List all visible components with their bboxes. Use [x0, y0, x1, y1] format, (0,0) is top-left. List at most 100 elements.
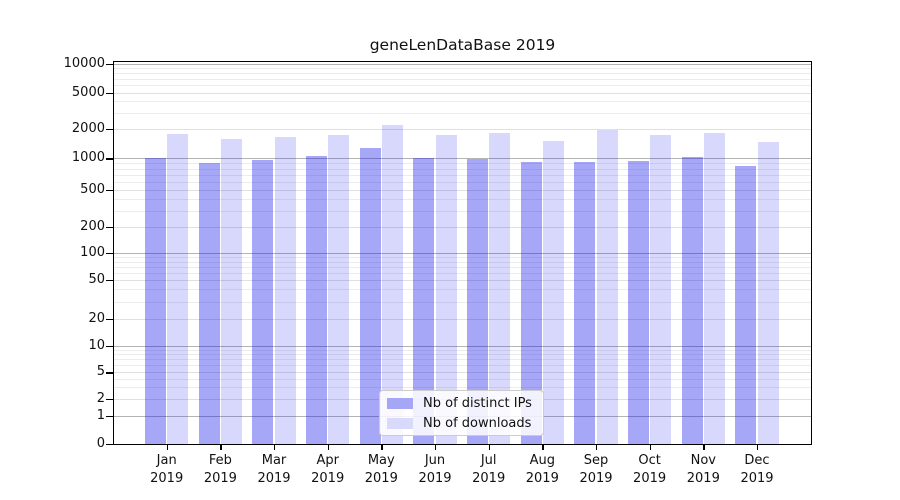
gridline-y-5	[113, 372, 811, 374]
gridline-minor-y-700	[113, 174, 811, 176]
x-tick-label-feb: Feb 2019	[190, 452, 250, 487]
gridline-minor-y-6	[113, 365, 811, 367]
bar-downloads-feb	[220, 138, 243, 444]
bar-downloads-sep	[596, 130, 618, 444]
spine-left	[112, 61, 114, 446]
bar-distinct-ips-nov	[681, 157, 703, 444]
legend-label-distinct-ips: Nb of distinct IPs	[423, 395, 532, 411]
x-tick-label-line: Sep	[583, 453, 609, 468]
legend-swatch-downloads	[387, 417, 413, 429]
bar-downloads-may	[381, 124, 404, 444]
gridline-minor-y-7000	[113, 78, 811, 80]
x-tick-label-may: May 2019	[351, 452, 411, 487]
bar-downloads-dec	[757, 141, 779, 444]
bar-downloads-apr	[328, 135, 350, 444]
bar-distinct-ips-dec	[735, 166, 757, 444]
bar-distinct-ips-may	[359, 147, 381, 444]
x-tick-label-line: Mar	[261, 453, 287, 468]
y-tick-100	[106, 252, 113, 255]
y-tick-2	[106, 399, 113, 401]
y-tick-5000	[106, 92, 113, 94]
x-tick-label-jul: Jul 2019	[459, 452, 519, 487]
x-tick-label-line: Jun	[424, 453, 446, 468]
x-tick-label-line: 2019	[364, 470, 398, 486]
gridline-minor-y-4	[113, 378, 811, 380]
y-tick-20	[106, 318, 113, 320]
x-tick-label-nov: Nov 2019	[673, 452, 733, 487]
y-tick-1000	[106, 158, 113, 160]
y-tick-10	[106, 345, 113, 348]
y-tick-50	[106, 280, 113, 282]
x-tick-feb	[220, 445, 222, 451]
y-tick-1	[106, 415, 113, 417]
x-tick-label-jan: Jan 2019	[137, 452, 197, 487]
x-tick-sep	[596, 445, 598, 451]
gridline-minor-y-7	[113, 359, 811, 361]
spine-top	[112, 61, 813, 63]
x-tick-label-sep: Sep 2019	[566, 452, 626, 487]
x-tick-jan	[166, 445, 169, 451]
gridline-minor-y-900	[113, 163, 811, 165]
gridline-major-y-100	[113, 252, 811, 254]
y-tick-200	[106, 226, 113, 229]
x-tick-label-line: 2019	[579, 470, 613, 486]
bar-distinct-ips-apr	[305, 156, 328, 444]
y-tick-10000	[106, 64, 113, 66]
x-tick-jul	[488, 445, 491, 451]
bar-downloads-aug	[542, 141, 565, 444]
gridline-major-y-1000	[113, 158, 811, 160]
bar-downloads-mar	[274, 136, 296, 444]
x-tick-label-line: May	[367, 453, 395, 468]
gridline-y-50	[113, 280, 811, 281]
bar-distinct-ips-sep	[574, 161, 596, 444]
x-tick-oct	[649, 445, 651, 451]
x-tick-label-line: Apr	[316, 453, 339, 468]
y-tick-label-10000: 10000	[63, 56, 105, 71]
gridline-minor-y-8000	[113, 73, 811, 75]
y-tick-2000	[106, 128, 113, 130]
bar-downloads-jan	[167, 134, 189, 444]
x-tick-label-line: Jul	[480, 453, 497, 468]
x-tick-may	[381, 445, 383, 451]
y-tick-label-50: 50	[88, 272, 105, 287]
bar-downloads-oct	[650, 134, 672, 444]
gridline-y-200	[113, 226, 811, 228]
gridline-y-2000	[113, 128, 811, 130]
y-tick-label-1: 1	[96, 407, 105, 423]
gridline-minor-y-6000	[113, 85, 811, 86]
gridline-minor-y-40	[113, 289, 811, 291]
x-tick-label-line: 2019	[525, 470, 559, 486]
gridline-y-5000	[113, 92, 811, 94]
x-tick-label-line: Oct	[638, 453, 661, 468]
gridline-major-y-10000	[113, 64, 811, 65]
gridline-minor-y-80	[113, 261, 811, 263]
gridline-minor-y-9	[113, 349, 811, 351]
gridline-minor-y-4000	[113, 101, 811, 103]
spine-bottom	[112, 443, 813, 446]
x-tick-label-line: 2019	[150, 470, 184, 486]
x-tick-label-line: Nov	[690, 453, 716, 468]
gridline-minor-y-9000	[113, 68, 811, 70]
x-tick-label-line: Jan	[156, 453, 177, 468]
x-tick-label-line: Feb	[208, 453, 232, 468]
x-tick-aug	[542, 445, 544, 451]
y-tick-label-20: 20	[88, 310, 105, 326]
y-tick-label-10: 10	[88, 337, 105, 353]
x-tick-label-aug: Aug 2019	[512, 452, 572, 487]
bar-distinct-ips-jun	[413, 157, 435, 444]
legend: Nb of distinct IPs Nb of downloads	[379, 390, 544, 436]
x-tick-nov	[703, 445, 705, 451]
gridline-minor-y-800	[113, 168, 811, 170]
bar-downloads-jun	[435, 135, 457, 444]
bar-distinct-ips-jan	[144, 157, 167, 444]
legend-label-downloads: Nb of downloads	[423, 415, 532, 431]
legend-item-distinct-ips: Nb of distinct IPs	[380, 393, 543, 413]
y-tick-label-5: 5	[96, 364, 105, 380]
x-tick-jun	[435, 445, 437, 451]
y-tick-5	[106, 372, 113, 374]
gridline-minor-y-30	[113, 301, 811, 303]
x-tick-label-jun: Jun 2019	[405, 452, 465, 487]
y-tick-0	[106, 443, 113, 446]
y-tick-label-1000: 1000	[71, 150, 105, 166]
